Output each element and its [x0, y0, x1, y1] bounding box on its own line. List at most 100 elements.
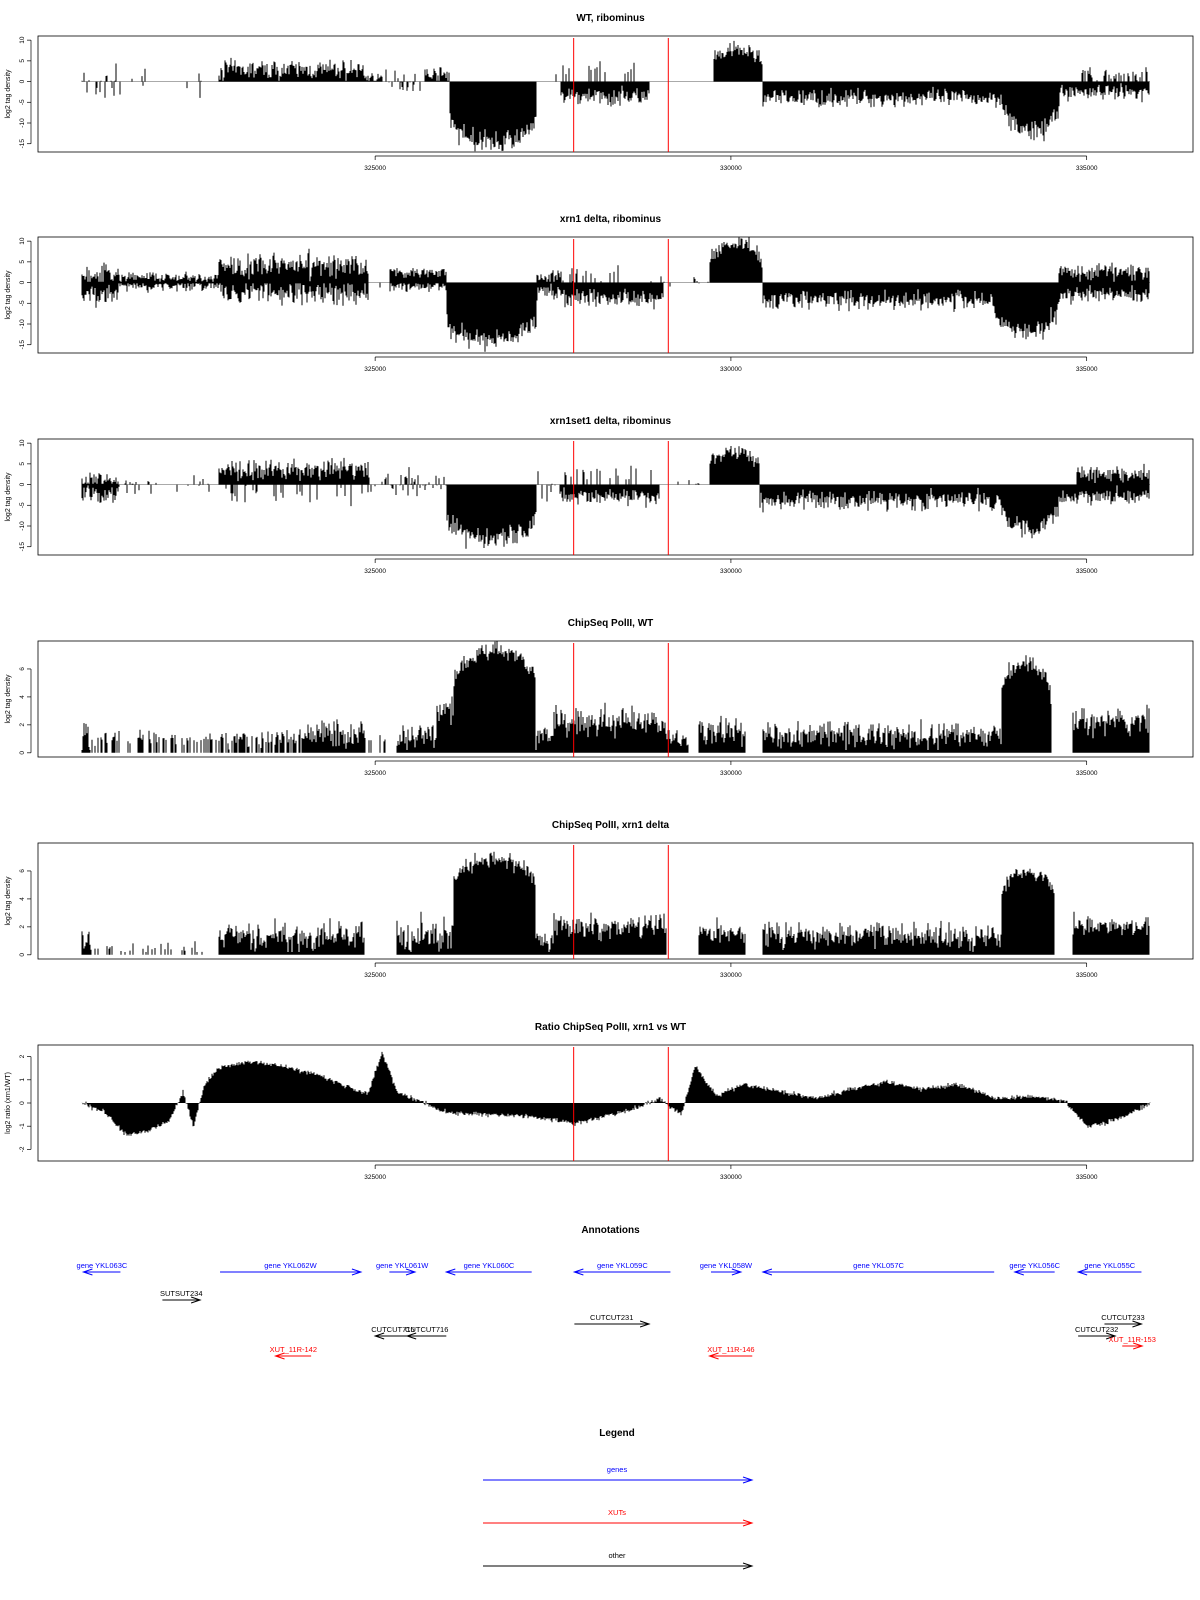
feature-label: XUT_11R-146 — [707, 1345, 754, 1354]
density-bars-path — [81, 851, 1150, 955]
x-tick-label: 335000 — [1076, 972, 1098, 979]
x-tick-label: 335000 — [1076, 568, 1098, 575]
feature-arrow-head — [1105, 1332, 1117, 1340]
y-tick-label: 1 — [19, 1078, 26, 1082]
x-axis: 325000 330000 335000 — [364, 558, 1098, 575]
x-tick-label: 335000 — [1076, 770, 1098, 777]
y-tick-label: -1 — [19, 1123, 26, 1129]
density-bars — [81, 641, 1150, 753]
annotation-feature: CUTCUT716 — [405, 1325, 448, 1340]
x-tick-label: 330000 — [720, 972, 742, 979]
track-panel: ChipSeq PolII, WT 0 2 4 6 log2 tag density 325… — [5, 618, 1194, 777]
y-tick-label: 5 — [19, 59, 26, 63]
feature-label: XUT_11R-153 — [1109, 1335, 1156, 1344]
y-tick-label: -5 — [19, 502, 26, 508]
density-bars — [81, 237, 1150, 352]
x-tick-label: 325000 — [364, 1174, 386, 1181]
feature-arrow-head — [273, 1352, 285, 1360]
y-axis-label: log2 tag density — [5, 876, 12, 926]
x-tick-label: 335000 — [1076, 1174, 1098, 1181]
density-bars — [81, 40, 1150, 152]
annotation-feature: SUTSUT234 — [160, 1289, 203, 1304]
y-axis-label: log2 tag density — [5, 472, 12, 522]
feature-label: gene YKL056C — [1009, 1261, 1060, 1270]
feature-arrow-head — [405, 1332, 417, 1340]
feature-label: CUTCUT716 — [405, 1325, 448, 1334]
plot-frame — [37, 1044, 1194, 1162]
plot-frame — [37, 842, 1194, 960]
plot-frame — [37, 438, 1194, 556]
feature-label: gene YKL063C — [77, 1261, 128, 1270]
feature-label: gene YKL062W — [264, 1261, 317, 1270]
panel-title: ChipSeq PolII, xrn1 delta — [552, 820, 670, 831]
density-bars-path — [81, 237, 1150, 352]
y-tick-label: 5 — [19, 260, 26, 264]
feature-arrow-head — [405, 1268, 417, 1276]
legend-item: XUTs — [483, 1508, 754, 1527]
annotation-feature: CUTCUT233 — [1101, 1313, 1145, 1328]
annotation-feature: gene YKL062W — [220, 1261, 363, 1276]
panel-title: ChipSeq PolII, WT — [568, 618, 654, 629]
x-tick-label: 325000 — [364, 972, 386, 979]
legend-item-label: genes — [607, 1465, 628, 1474]
legend-item: other — [483, 1551, 754, 1570]
legend: Legend genes XUTs other — [483, 1428, 754, 1570]
y-tick-label: -15 — [19, 542, 26, 552]
x-tick-label: 330000 — [720, 568, 742, 575]
annotation-feature: CUTCUT715 — [371, 1325, 415, 1340]
y-tick-label: 10 — [19, 439, 26, 447]
annotations-title: Annotations — [581, 1225, 640, 1236]
y-tick-label: 2 — [19, 1054, 26, 1058]
x-tick-label: 330000 — [720, 1174, 742, 1181]
feature-label: gene YKL060C — [464, 1261, 515, 1270]
y-tick-label: 5 — [19, 462, 26, 466]
x-axis: 325000 330000 335000 — [364, 962, 1098, 979]
feature-arrow-head — [639, 1320, 651, 1328]
annotation-feature: gene YKL058W — [700, 1261, 753, 1276]
plot-frame — [37, 236, 1194, 354]
legend-item-label: XUTs — [608, 1508, 626, 1517]
feature-arrow-head — [742, 1476, 754, 1484]
feature-arrow-head — [742, 1562, 754, 1570]
density-bars-path — [81, 40, 1150, 152]
feature-arrow-head — [572, 1268, 584, 1276]
density-bars-path — [81, 446, 1150, 549]
y-tick-label: -5 — [19, 99, 26, 105]
feature-arrow-head — [707, 1352, 719, 1360]
ratio-area-path — [81, 1051, 1151, 1136]
track-panel: xrn1 delta, ribominus 10 5 0 -5 -10 -15 log2 ta… — [5, 214, 1194, 373]
feature-label: gene YKL061W — [376, 1261, 429, 1270]
x-tick-label: 335000 — [1076, 165, 1098, 172]
x-tick-label: 325000 — [364, 770, 386, 777]
feature-label: CUTCUT715 — [371, 1325, 414, 1334]
feature-label: gene YKL057C — [853, 1261, 904, 1270]
panel-title: Ratio ChipSeq PolII, xrn1 vs WT — [535, 1022, 686, 1033]
feature-arrow-head — [1076, 1268, 1088, 1276]
y-tick-label: 0 — [19, 751, 26, 755]
track-panel: ChipSeq PolII, xrn1 delta 0 2 4 6 log2 tag de… — [5, 820, 1194, 979]
annotation-feature: CUTCUT231 — [574, 1313, 651, 1328]
x-axis: 325000 330000 335000 — [364, 356, 1098, 373]
y-tick-label: 0 — [19, 79, 26, 83]
y-tick-label: 4 — [19, 897, 26, 901]
y-tick-label: 4 — [19, 695, 26, 699]
track-panel: xrn1set1 delta, ribominus 10 5 0 -5 -10 -15 log… — [5, 416, 1194, 575]
track-panel: Ratio ChipSeq PolII, xrn1 vs WT 2 1 0 -1 -2 lo… — [5, 1022, 1194, 1181]
y-axis-label: log2 tag density — [5, 270, 12, 320]
feature-arrow-head — [373, 1332, 385, 1340]
feature-label: CUTCUT231 — [590, 1313, 633, 1322]
x-tick-label: 325000 — [364, 165, 386, 172]
annotation-track: Annotations gene YKL063C gene YKL062W gene … — [77, 1225, 1156, 1360]
legend-title: Legend — [599, 1428, 635, 1439]
y-tick-label: -10 — [19, 118, 26, 128]
feature-label: gene YKL059C — [597, 1261, 648, 1270]
legend-item-label: other — [608, 1551, 626, 1560]
x-tick-label: 330000 — [720, 366, 742, 373]
annotation-feature: gene YKL057C — [761, 1261, 995, 1276]
panel-title: xrn1set1 delta, ribominus — [550, 416, 672, 427]
y-tick-label: 10 — [19, 36, 26, 44]
y-tick-label: 0 — [19, 1101, 26, 1105]
y-tick-label: 0 — [19, 953, 26, 957]
density-bars-path — [81, 641, 1150, 753]
plot-frame — [37, 35, 1194, 153]
